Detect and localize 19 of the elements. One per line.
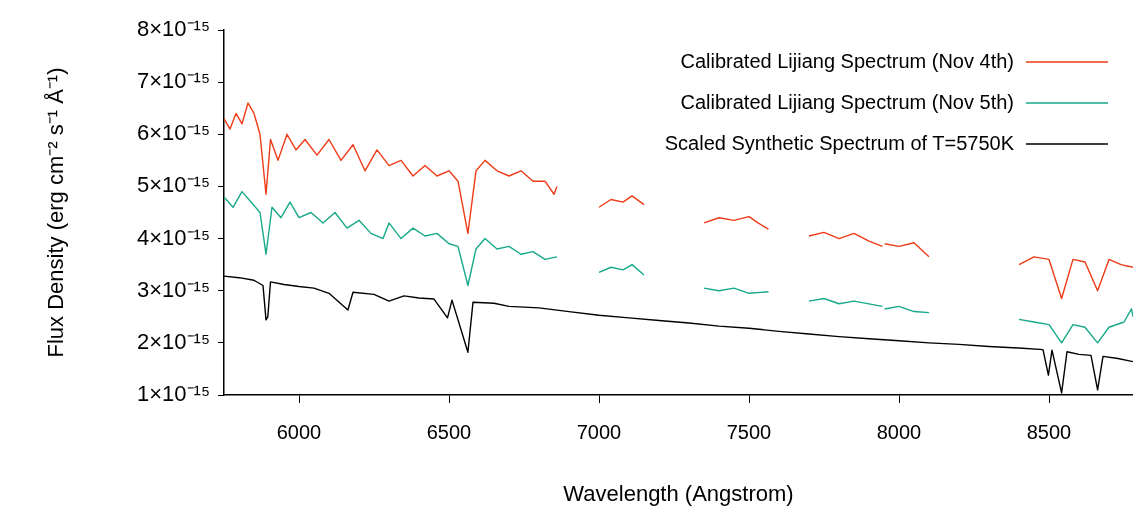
x-tick-label: 8500 bbox=[1026, 420, 1072, 443]
x-tick-label: 8000 bbox=[876, 420, 922, 443]
y-tick-label: 4×10⁻¹⁵ bbox=[137, 224, 210, 250]
y-tick-label: 7×10⁻¹⁵ bbox=[137, 68, 210, 94]
legend-label: Calibrated Lijiang Spectrum (Nov 4th) bbox=[680, 49, 1014, 72]
legend-label: Calibrated Lijiang Spectrum (Nov 5th) bbox=[680, 90, 1014, 113]
x-tick-label: 6500 bbox=[426, 420, 472, 443]
y-tick-label: 8×10⁻¹⁵ bbox=[137, 16, 210, 42]
y-tick-label: 1×10⁻¹⁵ bbox=[137, 381, 210, 407]
y-tick-label: 5×10⁻¹⁵ bbox=[137, 172, 210, 198]
y-tick-label: 6×10⁻¹⁵ bbox=[137, 120, 210, 146]
y-axis-title: Flux Density (erg cm⁻² s⁻¹ Å⁻¹) bbox=[43, 67, 69, 358]
x-tick-label: 7000 bbox=[576, 420, 622, 443]
y-tick-label: 2×10⁻¹⁵ bbox=[137, 328, 210, 354]
legend-label: Scaled Synthetic Spectrum of T=5750K bbox=[664, 131, 1015, 154]
x-tick-label: 6000 bbox=[276, 420, 322, 443]
x-axis-title: Wavelength (Angstrom) bbox=[563, 480, 794, 506]
y-tick-label: 3×10⁻¹⁵ bbox=[137, 276, 210, 302]
x-tick-label: 7500 bbox=[726, 420, 772, 443]
